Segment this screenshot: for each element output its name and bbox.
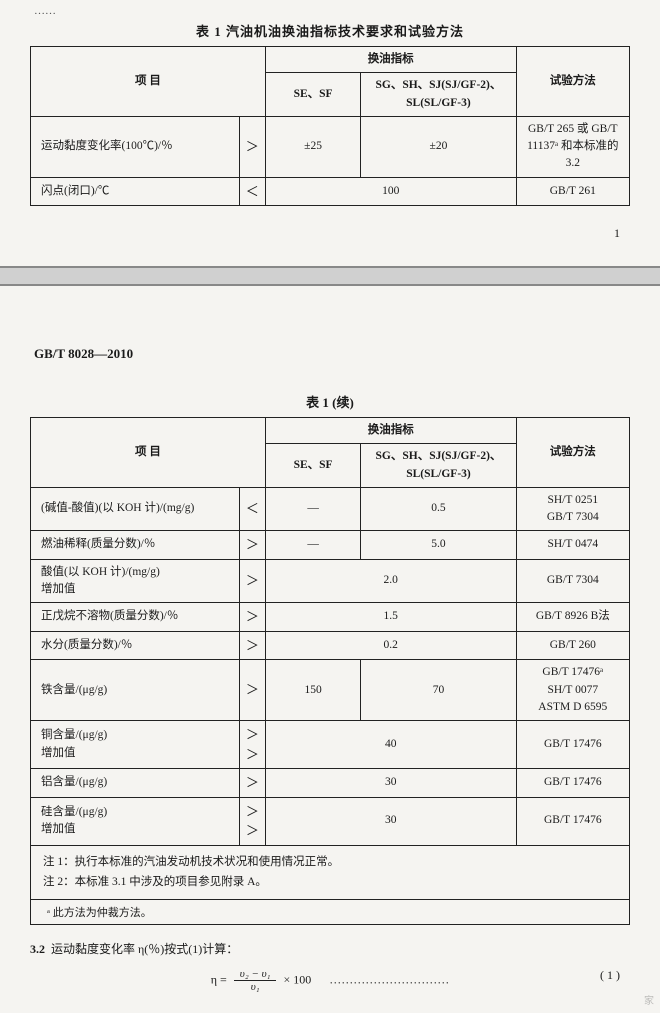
formula-dots: ………………………… (329, 973, 449, 987)
cell-item: 酸值(以 KOH 计)/(mg/g)增加值 (31, 559, 240, 603)
cell-sym: ＞ (239, 559, 265, 603)
cell-merged: 0.2 (265, 631, 516, 660)
table-row: 正戊烷不溶物(质量分数)/％＞1.5GB/T 8926 B法 (31, 603, 630, 632)
cell-item: 水分(质量分数)/％ (31, 631, 240, 660)
table-row: 硅含量/(μg/g)增加值＞＞30GB/T 17476 (31, 797, 630, 845)
cell-merged: 2.0 (265, 559, 516, 603)
col-sg: SG、SH、SJ(SJ/GF-2)、SL(SL/GF-3) (361, 444, 516, 488)
cell-item: 铁含量/(μg/g) (31, 660, 240, 721)
cell-method: GB/T 17476 (516, 721, 629, 769)
col-sesf: SE、SF (265, 444, 361, 488)
table-header-row: 项 目 换油指标 试验方法 (31, 47, 630, 73)
equation-number: ( 1 ) (600, 968, 620, 983)
cell-merged: 30 (265, 797, 516, 845)
watermark-icon: 家 (644, 992, 654, 1007)
cell-item: 运动黏度变化率(100℃)/％ (31, 116, 240, 177)
cell-sym: ＞＞ (239, 797, 265, 845)
page-gap (0, 266, 660, 286)
cell-sg: 0.5 (361, 487, 516, 531)
cell-merged: 40 (265, 721, 516, 769)
cell-item: (碱值-酸值)(以 KOH 计)/(mg/g) (31, 487, 240, 531)
cell-method: GB/T 17476 (516, 769, 629, 798)
table-row: (碱值-酸值)(以 KOH 计)/(mg/g)＜—0.5SH/T 0251GB/… (31, 487, 630, 531)
formula-1: η = υ₂ − υ₁ υ₁ × 100 ………………………… ( 1 ) (30, 968, 630, 993)
cell-method: GB/T 7304 (516, 559, 629, 603)
cell-sym: ＜ (239, 177, 265, 206)
col-indicator: 换油指标 (265, 418, 516, 444)
cell-method: GB/T 17476ᵃSH/T 0077ASTM D 6595 (516, 660, 629, 721)
cell-sym: ＞ (239, 631, 265, 660)
note-1: 注 1：执行本标准的汽油发动机技术状况和使用情况正常。 (43, 852, 617, 873)
section-text: 运动黏度变化率 η(％)按式(1)计算： (51, 942, 238, 956)
cell-merged: 100 (265, 177, 516, 206)
table-row: 铝含量/(μg/g)＞30GB/T 17476 (31, 769, 630, 798)
note-2: 注 2：本标准 3.1 中涉及的项目参见附录 A。 (43, 872, 617, 893)
cell-sym: ＞ (239, 660, 265, 721)
cell-sym: ＞ (239, 769, 265, 798)
cell-method: GB/T 260 (516, 631, 629, 660)
footnote-text: ᵃ 此方法为仲裁方法。 (47, 907, 152, 919)
table-row: 运动黏度变化率(100℃)/％ ＞ ±25 ±20 GB/T 265 或 GB/… (31, 116, 630, 177)
col-method: 试验方法 (516, 418, 629, 488)
cell-method: GB/T 8926 B法 (516, 603, 629, 632)
cell-sym: ＞ (239, 531, 265, 560)
col-sg: SG、SH、SJ(SJ/GF-2)、SL(SL/GF-3) (361, 73, 516, 117)
cell-merged: 30 (265, 769, 516, 798)
cell-method: GB/T 17476 (516, 797, 629, 845)
cell-item: 铝含量/(μg/g) (31, 769, 240, 798)
page-number: 1 (614, 226, 620, 241)
cell-sesf: 150 (265, 660, 361, 721)
section-3-2: 3.2 运动黏度变化率 η(％)按式(1)计算： (30, 939, 630, 961)
cell-sym: ＞＞ (239, 721, 265, 769)
col-method: 试验方法 (516, 47, 629, 117)
cell-sg: ±20 (361, 116, 516, 177)
fraction: υ₂ − υ₁ υ₁ (234, 968, 277, 993)
fraction-denominator: υ₁ (234, 981, 277, 993)
cell-sym: ＞ (239, 603, 265, 632)
cell-method: SH/T 0474 (516, 531, 629, 560)
table-row: 水分(质量分数)/％＞0.2GB/T 260 (31, 631, 630, 660)
cell-merged: 1.5 (265, 603, 516, 632)
truncated-header-text: …… (34, 5, 630, 17)
col-indicator: 换油指标 (265, 47, 516, 73)
cell-sesf: — (265, 487, 361, 531)
table-header-row: 项 目 换油指标 试验方法 (31, 418, 630, 444)
standard-number: GB/T 8028—2010 (34, 346, 630, 362)
table-1: 项 目 换油指标 试验方法 SE、SF SG、SH、SJ(SJ/GF-2)、SL… (30, 46, 630, 206)
cell-method: GB/T 265 或 GB/T 11137ᵃ 和本标准的 3.2 (516, 116, 629, 177)
cell-method: GB/T 261 (516, 177, 629, 206)
cell-item: 正戊烷不溶物(质量分数)/％ (31, 603, 240, 632)
cell-item: 硅含量/(μg/g)增加值 (31, 797, 240, 845)
col-item: 项 目 (31, 418, 266, 488)
cell-sesf: — (265, 531, 361, 560)
formula-lhs: η = (211, 973, 227, 987)
col-sesf: SE、SF (265, 73, 361, 117)
table-1-continued: 项 目 换油指标 试验方法 SE、SF SG、SH、SJ(SJ/GF-2)、SL… (30, 417, 630, 846)
page-1: …… 表 1 汽油机油换油指标技术要求和试验方法 项 目 换油指标 试验方法 S… (0, 0, 660, 266)
section-label: 3.2 (30, 942, 45, 956)
cell-sym: ＜ (239, 487, 265, 531)
cell-method: SH/T 0251GB/T 7304 (516, 487, 629, 531)
col-item: 项 目 (31, 47, 266, 117)
cell-sesf: ±25 (265, 116, 361, 177)
cell-item: 闪点(闭口)/℃ (31, 177, 240, 206)
table-row: 铜含量/(μg/g)增加值＞＞40GB/T 17476 (31, 721, 630, 769)
cell-sym: ＞ (239, 116, 265, 177)
table1-title: 表 1 汽油机油换油指标技术要求和试验方法 (30, 21, 630, 40)
table1-cont-title: 表 1 (续) (30, 392, 630, 411)
formula-rhs: × 100 (283, 973, 311, 987)
cell-item: 燃油稀释(质量分数)/％ (31, 531, 240, 560)
cell-item: 铜含量/(μg/g)增加值 (31, 721, 240, 769)
table-row: 铁含量/(μg/g)＞15070GB/T 17476ᵃSH/T 0077ASTM… (31, 660, 630, 721)
table-row: 闪点(闭口)/℃ ＜ 100 GB/T 261 (31, 177, 630, 206)
table-row: 酸值(以 KOH 计)/(mg/g)增加值＞2.0GB/T 7304 (31, 559, 630, 603)
cell-sg: 70 (361, 660, 516, 721)
fraction-numerator: υ₂ − υ₁ (234, 968, 277, 981)
cell-sg: 5.0 (361, 531, 516, 560)
table-row: 燃油稀释(质量分数)/％＞—5.0SH/T 0474 (31, 531, 630, 560)
table-notes: 注 1：执行本标准的汽油发动机技术状况和使用情况正常。 注 2：本标准 3.1 … (30, 846, 630, 900)
table-footnote: ᵃ 此方法为仲裁方法。 (30, 900, 630, 925)
page-2: GB/T 8028—2010 表 1 (续) 项 目 换油指标 试验方法 SE、… (0, 286, 660, 1013)
